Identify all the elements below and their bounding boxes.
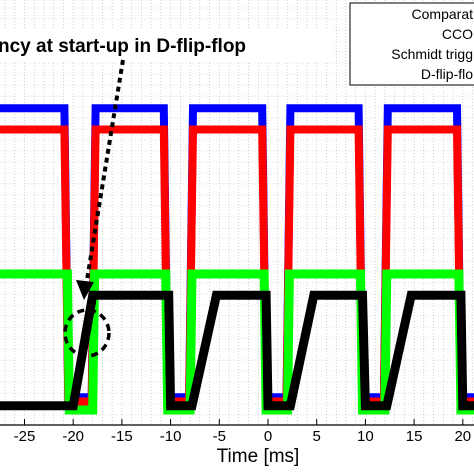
legend-entry: Comparat bbox=[412, 6, 474, 22]
legend: Comparat CCO Schmidt trigg D-flip-flo bbox=[349, 2, 474, 86]
x-tick-label: -15 bbox=[111, 428, 133, 445]
annotation-arrowhead bbox=[76, 280, 94, 300]
annotation-background bbox=[0, 28, 332, 62]
x-tick-label: -5 bbox=[213, 428, 226, 445]
legend-entry: D-flip-flo bbox=[421, 66, 473, 82]
x-axis: -25 -20 -15 -10 -5 0 5 10 15 20 bbox=[14, 419, 471, 445]
x-tick-label: 15 bbox=[406, 428, 423, 445]
annotation-text: ncy at start-up in D-flip-flop bbox=[0, 36, 246, 57]
annotation-circle bbox=[63, 308, 111, 358]
legend-box bbox=[349, 2, 474, 86]
series-line-d-flip-flo bbox=[0, 290, 474, 411]
legend-entry: CCO bbox=[442, 26, 473, 42]
legend-items: Comparat CCO Schmidt trigg D-flip-flo bbox=[391, 6, 473, 82]
x-tick-label: -10 bbox=[160, 428, 182, 445]
legend-entry: Schmidt trigg bbox=[391, 46, 473, 62]
annotation-arrow-line bbox=[84, 59, 125, 287]
x-tick-label: -25 bbox=[14, 428, 36, 445]
annotation: ncy at start-up in D-flip-flop bbox=[0, 28, 332, 358]
x-tick-label: 10 bbox=[357, 428, 374, 445]
x-tick-label: 5 bbox=[313, 428, 321, 445]
x-axis-label: Time [ms] bbox=[217, 446, 300, 467]
grid bbox=[0, 0, 474, 425]
x-tick-label: 0 bbox=[264, 428, 272, 445]
x-tick-label: 20 bbox=[454, 428, 471, 445]
x-tick-label: -20 bbox=[62, 428, 84, 445]
